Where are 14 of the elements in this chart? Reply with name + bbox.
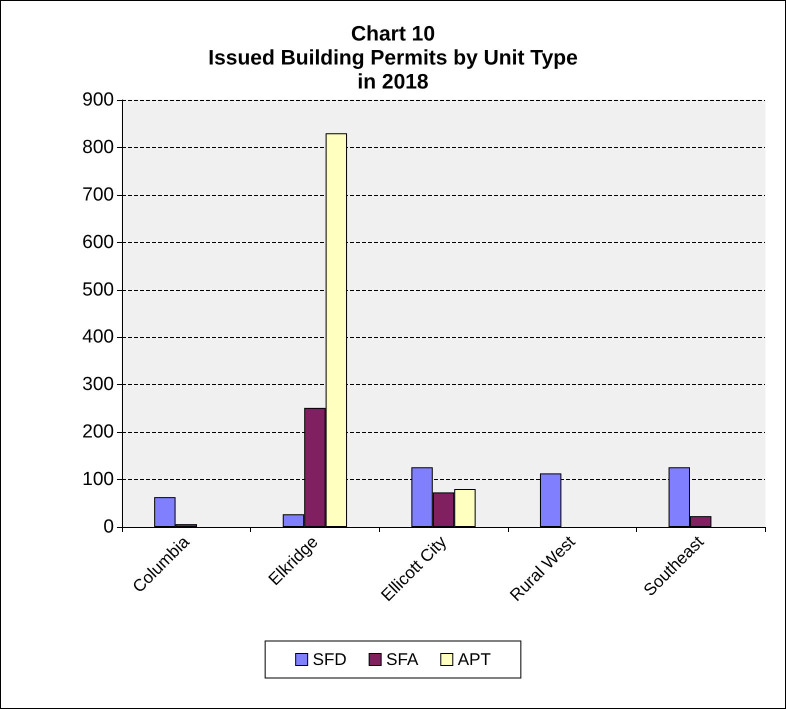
y-tick-label: 300 [82,374,114,396]
y-tick-label: 200 [82,422,114,443]
legend-label: APT [458,650,491,669]
y-tick-label: 600 [82,232,114,253]
y-tick-label: 900 [82,90,114,110]
y-tick-label: 400 [82,326,114,348]
y-tick-label: 500 [82,279,114,300]
legend-label: SFA [386,650,419,669]
y-tick-label: 0 [103,516,114,538]
chart-title: Chart 10 Issued Building Permits by Unit Type in 2018 [208,22,578,94]
y-tick-label: 800 [82,136,114,158]
y-tick-label: 100 [82,469,114,490]
legend-label: SFD [312,650,347,669]
y-tick-label: 700 [82,184,114,206]
